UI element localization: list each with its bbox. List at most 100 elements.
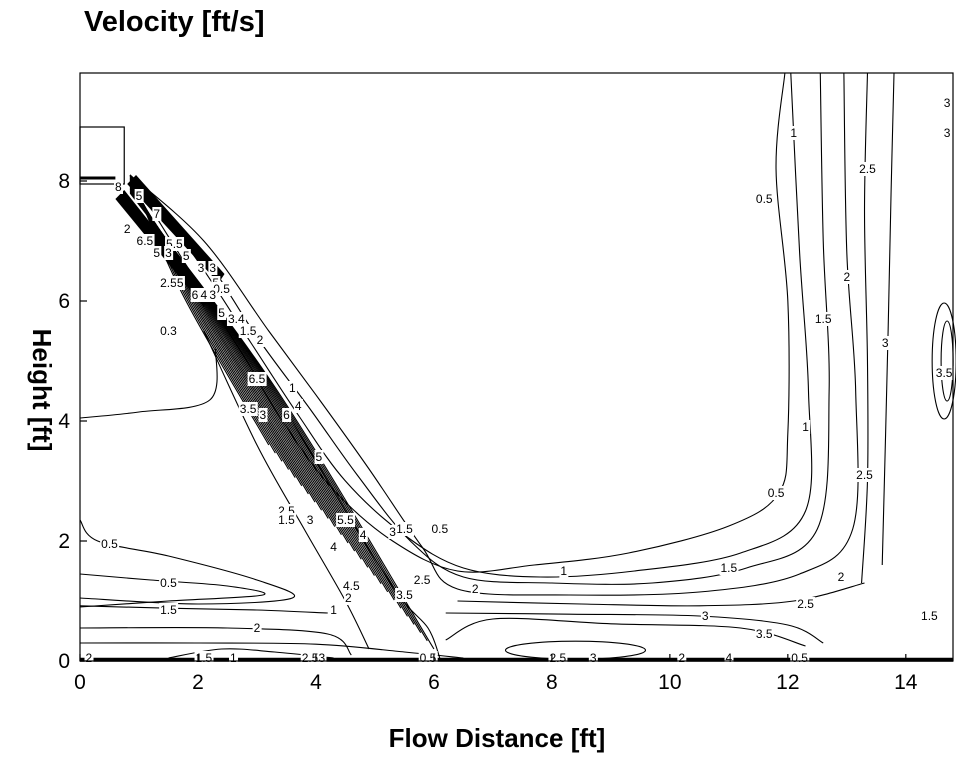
- contour-label-bg: [317, 651, 327, 665]
- jet-core-upper: [127, 175, 225, 283]
- jet-contour-label: 0.5: [213, 282, 230, 296]
- jet-contour-label: 6: [192, 288, 199, 302]
- bottom-contour-label: 2: [678, 651, 685, 665]
- contour-label-bg: [159, 276, 179, 290]
- jet-contour-label: 6.5: [249, 372, 266, 386]
- contour-label-layer: 0.50.50.51111.51.51.52222.52.532.533.50.…: [84, 96, 954, 665]
- contour-label: 0.5: [768, 486, 785, 500]
- contour-label: 3: [702, 609, 709, 623]
- contour-label-bg: [754, 192, 774, 206]
- jet-contour-label: 1.5: [278, 513, 295, 527]
- plot-frame: [79, 72, 954, 662]
- x-tick-label: 14: [894, 671, 918, 694]
- bottom-contour-label: 4: [726, 651, 733, 665]
- contour-label-bg: [942, 96, 952, 110]
- jet-contour-label: 3.4: [228, 312, 245, 326]
- x-tick-label: 12: [776, 671, 799, 694]
- right-contour-label: 1.5: [921, 609, 938, 623]
- jet-contour-label: 2: [345, 591, 352, 605]
- contour-label-bg: [135, 234, 155, 248]
- contour-label-bg: [588, 651, 598, 665]
- contour-label: 4: [360, 528, 367, 542]
- jet-contour-label: 4: [295, 399, 302, 413]
- contour-line-0.5: [79, 573, 266, 608]
- contour-label-bg: [430, 522, 450, 536]
- contour-label-bg: [122, 222, 132, 236]
- jet-contour-label: 5.5: [337, 513, 354, 527]
- axes-layer: [79, 72, 954, 662]
- contour-label: 2.5: [856, 468, 873, 482]
- contour-label: 1.5: [160, 603, 177, 617]
- contour-line-2.5: [861, 72, 869, 584]
- contour-label-bg: [159, 324, 179, 338]
- contour-line-3.5: [445, 617, 806, 647]
- contour-label-bg: [801, 420, 811, 434]
- contour-label: 1: [802, 420, 809, 434]
- contour-label-bg: [341, 579, 362, 593]
- contour-label: 1: [560, 564, 567, 578]
- contour-label-bg: [293, 399, 303, 413]
- jet-contour-label: 6: [283, 408, 290, 422]
- contour-label-bg: [175, 276, 185, 290]
- jet-contour-label: 2.5: [160, 276, 177, 290]
- contour-line-1.5: [129, 72, 830, 585]
- jet-contour-label: 5: [136, 189, 143, 203]
- contour-label-bg: [719, 561, 739, 575]
- contour-label-bg: [113, 180, 123, 194]
- contour-label-bg: [229, 651, 239, 665]
- contour-label-bg: [880, 336, 890, 350]
- y-tick-label: 6: [58, 290, 70, 313]
- contour-label-bg: [754, 627, 774, 641]
- contour-label-bg: [152, 246, 162, 260]
- contour-label-bg: [247, 372, 267, 386]
- contour-label-bg: [181, 249, 191, 263]
- contour-label-bg: [858, 162, 878, 176]
- bottom-contour-label: 2: [86, 651, 93, 665]
- contour-line-1.5: [79, 605, 328, 614]
- contour-label-bg: [199, 288, 209, 302]
- jet-contour-label: 1: [330, 603, 337, 617]
- contour-label-bg: [255, 333, 265, 347]
- jet-contour-label: 3: [389, 525, 396, 539]
- contour-label-bg: [855, 468, 875, 482]
- contour-label-bg: [252, 621, 262, 635]
- jet-contour-label: 1.5: [240, 324, 257, 338]
- jet-contour-label: 5: [316, 450, 323, 464]
- jet-contour-label: 2: [257, 333, 264, 347]
- right-contour-label: 3: [944, 96, 951, 110]
- contour-label: 1.5: [815, 312, 832, 326]
- contour-label: 3.5: [756, 627, 773, 641]
- contour-label-bg: [766, 486, 786, 500]
- x-tick-label: 10: [658, 671, 681, 694]
- contour-label: 2.5: [859, 162, 876, 176]
- contour-line-3: [445, 612, 824, 644]
- jet-contour-label: 5: [153, 246, 160, 260]
- contour-label: 0.5: [101, 537, 118, 551]
- x-tick-label: 0: [74, 671, 86, 694]
- contour-label: 2.5: [797, 597, 814, 611]
- bottom-contour-label: 1: [230, 651, 237, 665]
- contour-label-bg: [159, 576, 179, 590]
- contour-label-bg: [813, 312, 833, 326]
- contour-label: 0.5: [791, 651, 808, 665]
- x-tick-label: 6: [428, 671, 440, 694]
- y-tick-label: 2: [58, 530, 70, 553]
- contour-line-2: [129, 72, 859, 596]
- x-axis-label: Flow Distance [ft]: [389, 723, 606, 753]
- contour-label-bg: [314, 450, 324, 464]
- contour-layer: [79, 72, 895, 659]
- jet-contour-label: 3: [209, 288, 216, 302]
- contour-label: 3: [260, 408, 267, 422]
- chart-title: Velocity [ft/s]: [84, 6, 265, 38]
- contour-label-bg: [196, 261, 206, 275]
- contour-label: 1: [790, 126, 797, 140]
- jet-contour-label: 5: [183, 249, 190, 263]
- contour-label: 3: [882, 336, 889, 350]
- contour-label-bg: [700, 609, 710, 623]
- y-axis-label: Height [ft]: [27, 329, 57, 452]
- jet-core-lower: [115, 190, 210, 307]
- contour-label: 0.5: [431, 522, 448, 536]
- contour-label-bg: [358, 528, 368, 542]
- contour-label-bg: [344, 591, 354, 605]
